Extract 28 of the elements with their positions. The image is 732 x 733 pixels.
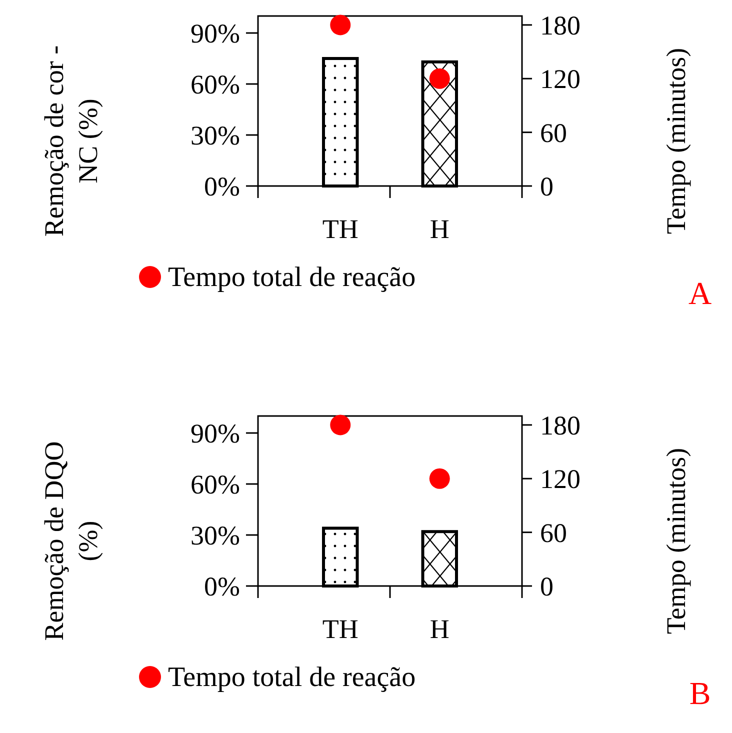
text: A — [688, 275, 712, 311]
x-tick-label: TH — [322, 614, 358, 644]
x-tick-label: TH — [322, 214, 358, 244]
y2-axis-title: Tempo (minutos) — [661, 48, 691, 234]
y2-tick-label: 0 — [540, 571, 554, 602]
y-axis-title: Remoção de cor - NC (%) — [39, 45, 103, 237]
y-tick-label: 90% — [190, 418, 240, 448]
y-tick-label: 60% — [190, 469, 240, 500]
y-tick-label: 60% — [190, 69, 240, 100]
y2-tick-label: 120 — [540, 464, 580, 494]
legend-label: Tempo total de reação — [168, 662, 416, 693]
y2-tick-label: 120 — [540, 64, 580, 94]
y2-tick-label: 180 — [540, 10, 580, 40]
y-tick-label: 30% — [190, 520, 240, 550]
y-tick-label: 0% — [204, 571, 240, 602]
y2-tick-label: 60 — [540, 518, 567, 548]
x-tick-label: H — [430, 614, 450, 644]
y2-tick-label: 60 — [540, 118, 567, 148]
y2-tick-label: 180 — [540, 410, 580, 440]
x-tick-label: H — [430, 214, 450, 244]
y-axis-title: Remoção de DQO (%) — [39, 441, 103, 641]
y2-axis-title: Tempo (minutos) — [661, 448, 691, 634]
text: B — [689, 675, 711, 711]
y-tick-label: 0% — [204, 171, 240, 202]
y-tick-label: 30% — [190, 120, 240, 150]
y2-tick-label: 0 — [540, 171, 554, 202]
legend-label: Tempo total de reação — [168, 262, 416, 293]
y-tick-label: 90% — [190, 18, 240, 48]
